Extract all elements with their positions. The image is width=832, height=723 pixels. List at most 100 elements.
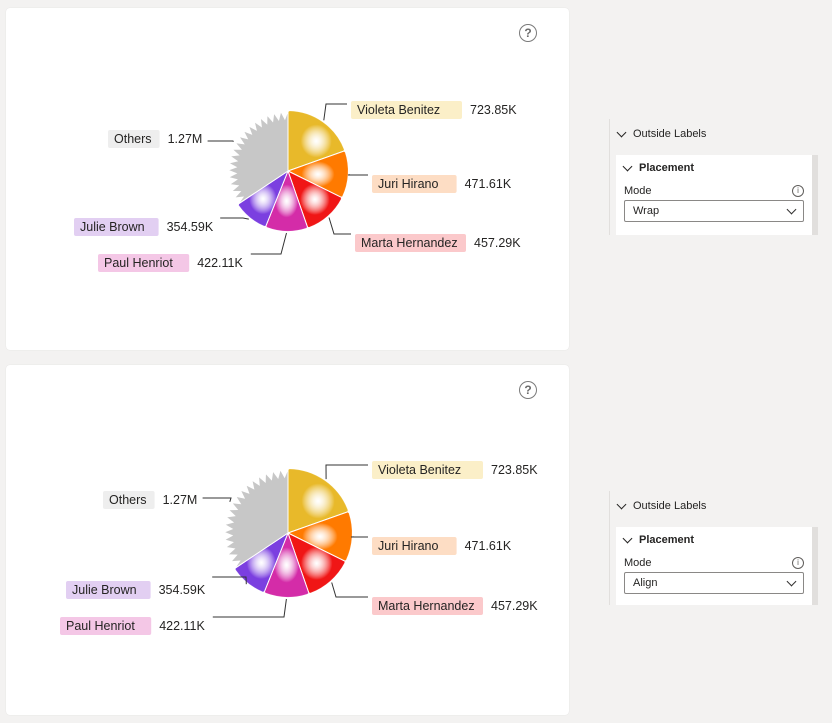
leader-line xyxy=(212,598,287,618)
value-label: 723.85K xyxy=(470,103,517,117)
data-label: Paul Henriot 422.11K xyxy=(98,232,287,272)
data-label: Marta Hernandez 457.29K xyxy=(328,217,521,252)
mode-label: Mode xyxy=(624,185,652,197)
pie-chart-wrap: Violeta Benitez 723.85K Juri Hirano 471.61K… xyxy=(74,101,521,272)
pie-slice-others[interactable] xyxy=(226,110,289,205)
category-badge xyxy=(372,597,483,615)
category-label: Violeta Benitez xyxy=(357,103,440,117)
category-label: Juri Hirano xyxy=(378,177,438,191)
placement-title: Placement xyxy=(639,534,695,546)
category-label: Violeta Benitez xyxy=(378,463,461,477)
leader-line xyxy=(202,497,232,502)
placement-header[interactable]: Placement xyxy=(616,527,812,553)
category-badge xyxy=(351,101,462,119)
pie-slice-rim xyxy=(289,469,348,512)
data-label: Julie Brown 354.59K xyxy=(66,576,247,599)
help-icon[interactable]: ? xyxy=(519,24,537,42)
value-label: 457.29K xyxy=(491,599,538,613)
data-label: Juri Hirano 471.61K xyxy=(350,536,512,555)
value-label: 1.27M xyxy=(168,132,203,146)
leader-line xyxy=(212,576,247,585)
value-label: 1.27M xyxy=(163,493,198,507)
pie-chart-align: Violeta Benitez 723.85K Juri Hirano 471.61K… xyxy=(60,461,538,635)
pie-slice-rim xyxy=(265,589,308,597)
value-label: 471.61K xyxy=(465,177,512,191)
data-label: Others 1.27M xyxy=(103,491,232,509)
leader-line xyxy=(220,217,249,220)
mode-dropdown[interactable]: Wrap xyxy=(624,200,804,222)
leader-line xyxy=(207,140,234,142)
pie-slice-rim xyxy=(289,111,345,151)
mode-row: Mode i xyxy=(616,181,812,200)
format-panel-wrap: Outside Labels Placement Mode i Wrap xyxy=(609,119,824,235)
info-icon[interactable]: i xyxy=(792,185,804,197)
category-badge xyxy=(66,581,151,599)
data-label: Marta Hernandez 457.29K xyxy=(331,582,538,615)
value-label: 471.61K xyxy=(465,539,512,553)
data-label: Others 1.27M xyxy=(108,130,234,148)
placement-section: Placement Mode i Align xyxy=(616,527,818,605)
chevron-down-icon xyxy=(616,127,627,138)
placement-header[interactable]: Placement xyxy=(616,155,812,181)
value-label: 723.85K xyxy=(491,463,538,477)
category-badge xyxy=(103,491,155,509)
value-label: 354.59K xyxy=(159,583,206,597)
category-badge xyxy=(74,218,159,236)
category-badge xyxy=(355,234,466,252)
leader-line xyxy=(323,103,347,121)
category-label: Juri Hirano xyxy=(378,539,438,553)
info-icon[interactable]: i xyxy=(792,557,804,569)
data-label: Violeta Benitez 723.85K xyxy=(323,101,517,121)
placement-title: Placement xyxy=(639,162,695,174)
leader-line xyxy=(328,217,351,235)
pie-slice-rim xyxy=(235,567,265,592)
value-label: 422.11K xyxy=(197,256,243,270)
chart-card-align: ? Violeta Benitez 723.85K Juri Hirano 471.6… xyxy=(6,365,569,715)
data-label: Violeta Benitez 723.85K xyxy=(325,461,538,480)
category-label: Others xyxy=(114,132,152,146)
outside-labels-header[interactable]: Outside Labels xyxy=(610,119,824,149)
category-badge xyxy=(108,130,160,148)
outside-labels-title: Outside Labels xyxy=(633,500,707,512)
pie-slice-rim xyxy=(266,224,307,231)
category-badge xyxy=(372,175,457,193)
data-label: Juri Hirano 471.61K xyxy=(347,174,512,193)
data-label: Julie Brown 354.59K xyxy=(74,217,249,236)
category-label: Paul Henriot xyxy=(66,619,135,633)
pie-slice-rim xyxy=(309,561,345,594)
category-label: Julie Brown xyxy=(72,583,137,597)
pie-slice-rim xyxy=(343,512,352,561)
mode-dropdown[interactable]: Align xyxy=(624,572,804,594)
outside-labels-header[interactable]: Outside Labels xyxy=(610,491,824,521)
category-label: Marta Hernandez xyxy=(378,599,475,613)
category-badge xyxy=(372,537,457,555)
category-badge xyxy=(372,461,483,479)
pie-slice-others[interactable] xyxy=(222,468,289,569)
format-panel-align: Outside Labels Placement Mode i Align xyxy=(609,491,824,605)
data-label: Paul Henriot 422.11K xyxy=(60,598,287,635)
outside-labels-title: Outside Labels xyxy=(633,128,707,140)
chevron-down-icon xyxy=(616,499,627,510)
pie-slice-rim xyxy=(238,203,266,227)
chevron-down-icon xyxy=(786,576,797,587)
pie-slice-rim xyxy=(339,152,348,197)
chevron-down-icon xyxy=(786,204,797,215)
category-label: Julie Brown xyxy=(80,220,145,234)
value-label: 422.11K xyxy=(159,619,205,633)
category-badge xyxy=(60,617,152,635)
chevron-down-icon xyxy=(622,533,633,544)
help-icon[interactable]: ? xyxy=(519,381,537,399)
chart-card-wrap: ? Violeta Benitez 723.85K Juri Hirano 471.6… xyxy=(6,8,569,350)
mode-row: Mode i xyxy=(616,553,812,572)
leader-line xyxy=(331,582,368,598)
value-label: 354.59K xyxy=(167,220,214,234)
mode-dropdown-value: Wrap xyxy=(633,205,660,217)
mode-dropdown-value: Align xyxy=(633,577,658,589)
leader-line xyxy=(325,464,368,480)
placement-section: Placement Mode i Wrap xyxy=(616,155,818,235)
pie-slice-rim xyxy=(307,197,342,228)
mode-label: Mode xyxy=(624,557,652,569)
leader-line xyxy=(250,232,287,255)
category-label: Paul Henriot xyxy=(104,256,173,270)
category-label: Marta Hernandez xyxy=(361,236,458,250)
